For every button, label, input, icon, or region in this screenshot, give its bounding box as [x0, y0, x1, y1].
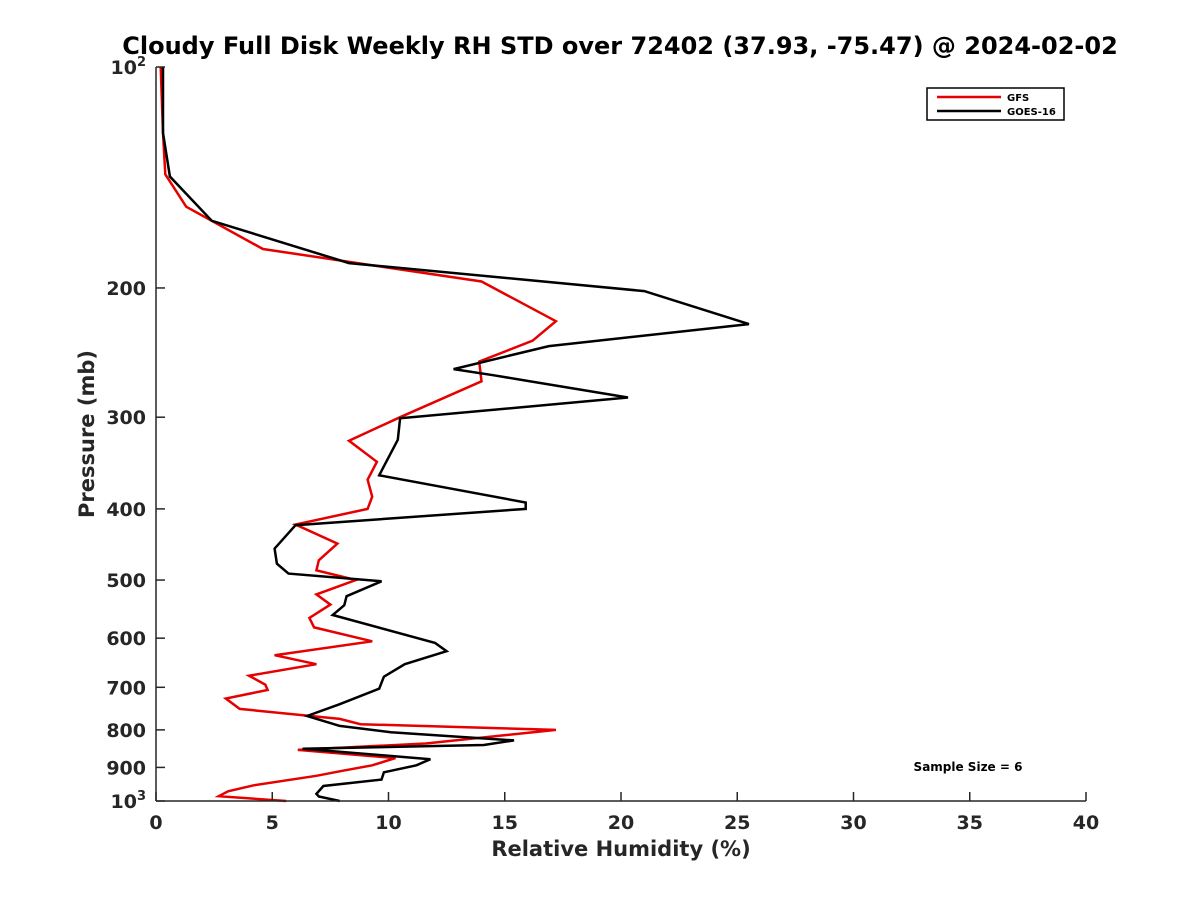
y-tick-label: 103 [111, 789, 147, 813]
series-line-gfs [159, 66, 559, 803]
y-tick-label: 400 [106, 499, 146, 521]
legend-box [926, 87, 1065, 121]
y-tick-label: 102 [111, 55, 147, 79]
series-line-goes-16 [161, 67, 750, 803]
legend-label: GOES-16 [1007, 107, 1056, 118]
legend-label: GFS [1007, 93, 1029, 104]
sample-size-annotation: Sample Size = 6 [914, 760, 1023, 774]
y-tick-label: 900 [106, 757, 146, 779]
x-tick-label: 5 [266, 812, 279, 834]
plot-lines [159, 66, 750, 803]
x-tick-label: 15 [492, 812, 518, 834]
y-tick-label: 300 [106, 407, 146, 429]
y-tick-label: 700 [106, 677, 146, 699]
x-ticks: 0 5 10 15 20 25 30 35 40 [149, 792, 1099, 834]
x-axis-label: Relative Humidity (%) [491, 837, 750, 861]
legend: GFS GOES-16 [926, 87, 1065, 121]
x-tick-label: 25 [724, 812, 750, 834]
x-tick-label: 35 [957, 812, 983, 834]
x-tick-label: 30 [840, 812, 866, 834]
x-tick-label: 10 [375, 812, 401, 834]
y-tick-label: 600 [106, 628, 146, 650]
y-tick-label: 200 [106, 278, 146, 300]
y-tick-label: 500 [106, 570, 146, 592]
x-tick-label: 20 [608, 812, 634, 834]
x-tick-label: 0 [149, 812, 162, 834]
x-tick-label: 40 [1073, 812, 1099, 834]
y-ticks: 102 200 300 400 500 600 700 800 900 103 [106, 55, 165, 813]
y-axis-label: Pressure (mb) [75, 350, 99, 518]
chart-title: Cloudy Full Disk Weekly RH STD over 7240… [122, 32, 1118, 60]
y-tick-label: 800 [106, 720, 146, 742]
